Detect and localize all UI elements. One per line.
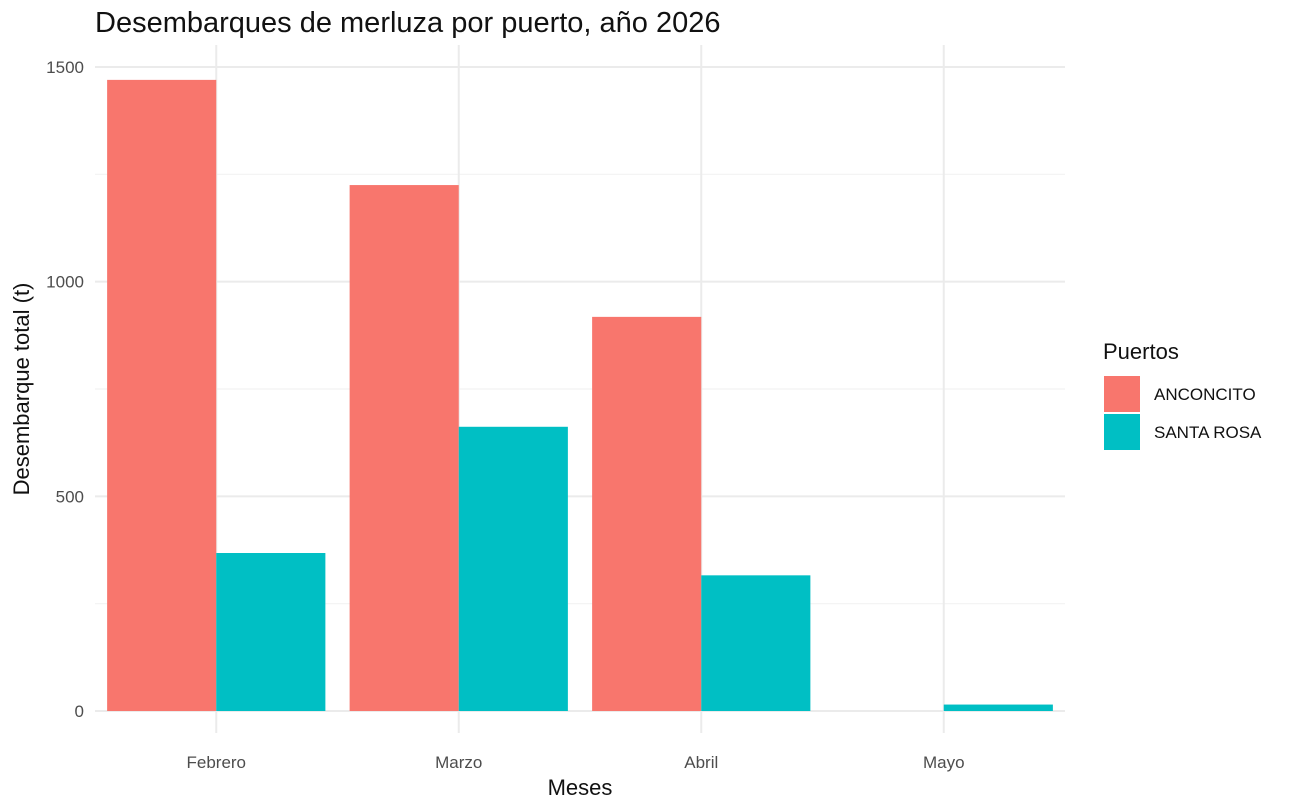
y-tick-label: 500 — [56, 487, 84, 506]
y-axis-title: Desembarque total (t) — [9, 283, 34, 496]
legend-title: Puertos — [1103, 339, 1179, 364]
legend: Puertos ANCONCITO SANTA ROSA — [1103, 339, 1262, 450]
bar-santa-rosa-marzo — [459, 427, 568, 711]
legend-swatch-anconcito — [1104, 376, 1140, 412]
x-tick-label: Abril — [684, 753, 718, 772]
y-tick-label: 1000 — [46, 273, 84, 292]
chart-title: Desembarques de merluza por puerto, año … — [95, 7, 721, 39]
bar-anconcito-marzo — [350, 185, 459, 711]
bar-santa-rosa-mayo — [944, 705, 1053, 711]
x-axis-ticks: Febrero Marzo Abril Mayo — [186, 753, 964, 772]
bar-santa-rosa-abril — [701, 575, 810, 711]
legend-label: ANCONCITO — [1154, 385, 1256, 404]
bar-santa-rosa-febrero — [216, 553, 325, 711]
y-tick-label: 1500 — [46, 58, 84, 77]
y-tick-label: 0 — [75, 702, 84, 721]
y-axis-ticks: 0 500 1000 1500 — [46, 58, 84, 721]
x-tick-label: Mayo — [923, 753, 965, 772]
bar-anconcito-febrero — [107, 80, 216, 711]
x-tick-label: Febrero — [186, 753, 246, 772]
bar-anconcito-abril — [592, 317, 701, 711]
legend-swatch-santa-rosa — [1104, 414, 1140, 450]
legend-items: ANCONCITO SANTA ROSA — [1104, 376, 1262, 450]
x-tick-label: Marzo — [435, 753, 482, 772]
x-axis-title: Meses — [548, 775, 613, 800]
legend-label: SANTA ROSA — [1154, 423, 1262, 442]
